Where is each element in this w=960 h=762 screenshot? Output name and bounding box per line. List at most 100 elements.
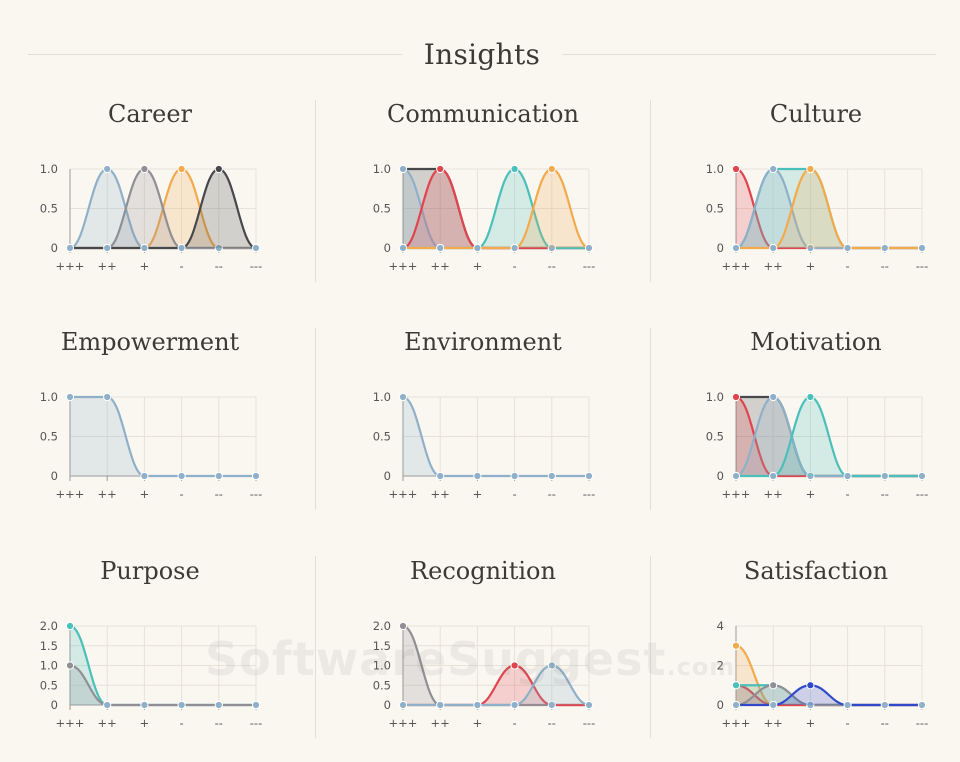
y-tick-label: 1.0 bbox=[373, 390, 391, 404]
chart-title: Communication bbox=[387, 100, 579, 128]
x-tick-label: ++ bbox=[98, 487, 117, 501]
data-point bbox=[473, 700, 482, 710]
x-tick-label: -- bbox=[881, 487, 889, 501]
x-tick-label: -- bbox=[548, 259, 556, 273]
data-point bbox=[398, 392, 408, 402]
column-divider bbox=[315, 100, 316, 282]
y-tick-label: 0 bbox=[717, 698, 724, 712]
x-tick-label: +++ bbox=[722, 259, 751, 273]
data-point bbox=[103, 164, 112, 174]
data-point bbox=[177, 700, 186, 710]
data-point bbox=[436, 164, 445, 174]
x-tick-label: +++ bbox=[389, 716, 418, 730]
y-tick-label: 0.5 bbox=[40, 430, 58, 444]
data-point bbox=[584, 700, 594, 710]
data-point bbox=[806, 700, 815, 710]
y-tick-label: 1.0 bbox=[706, 390, 724, 404]
x-tick-label: --- bbox=[583, 487, 595, 501]
series-area bbox=[403, 626, 589, 705]
data-point bbox=[398, 164, 408, 174]
data-point bbox=[731, 164, 741, 174]
data-point bbox=[510, 164, 519, 174]
recognition-chart: 00.51.01.52.0+++ ++ + - -- --- bbox=[373, 619, 596, 730]
x-tick-label: - bbox=[180, 716, 184, 730]
x-tick-label: --- bbox=[583, 716, 595, 730]
data-point bbox=[880, 243, 889, 253]
series-area bbox=[70, 626, 256, 705]
x-tick-label: +++ bbox=[56, 716, 85, 730]
series-area bbox=[736, 685, 922, 705]
purpose-chart: 00.51.01.52.0+++ ++ + - -- --- bbox=[40, 619, 263, 730]
x-tick-label: + bbox=[140, 259, 150, 273]
data-point bbox=[917, 471, 927, 481]
chart-panel-environment: Environment 0 0.5 1.0 +++ ++ + - -- --- bbox=[333, 328, 633, 528]
data-point bbox=[806, 243, 815, 253]
data-point bbox=[140, 243, 149, 253]
data-point bbox=[473, 243, 482, 253]
header-rule-right bbox=[562, 53, 936, 55]
data-point bbox=[917, 243, 927, 253]
data-point bbox=[547, 243, 556, 253]
data-point bbox=[769, 700, 778, 710]
data-point bbox=[510, 700, 519, 710]
data-point bbox=[769, 681, 778, 690]
insights-header: Insights bbox=[28, 30, 936, 78]
y-tick-label: 1.0 bbox=[706, 162, 724, 176]
x-tick-label: + bbox=[806, 487, 816, 501]
data-point bbox=[806, 681, 815, 690]
data-point bbox=[510, 471, 519, 481]
data-point bbox=[769, 164, 778, 174]
y-tick-label: 4 bbox=[717, 619, 724, 633]
x-tick-label: -- bbox=[881, 259, 889, 273]
column-divider bbox=[650, 100, 651, 282]
communication-chart: 00.51.0+++ ++ + - -- --- bbox=[373, 162, 596, 273]
chart-panel-recognition: Recognition 0 0.5 1.0 1.5 2.0 +++ ++ + - -- --- bbox=[333, 557, 633, 757]
data-point bbox=[214, 243, 223, 253]
y-tick-label: 0.5 bbox=[40, 678, 58, 692]
y-tick-label: 0 bbox=[717, 469, 724, 483]
y-tick-label: 1.0 bbox=[373, 659, 391, 673]
chart-title: Environment bbox=[404, 328, 562, 356]
x-tick-label: --- bbox=[916, 259, 928, 273]
data-point bbox=[510, 661, 519, 670]
data-point bbox=[547, 661, 556, 670]
series-area bbox=[403, 169, 589, 248]
data-point bbox=[731, 392, 741, 402]
data-point bbox=[547, 471, 556, 481]
data-point bbox=[769, 471, 778, 481]
data-point bbox=[584, 243, 594, 253]
y-tick-label: 0 bbox=[717, 241, 724, 255]
satisfaction-chart: 024+++ ++ + - -- --- bbox=[717, 619, 929, 730]
x-tick-label: --- bbox=[250, 716, 262, 730]
data-point bbox=[731, 681, 741, 690]
y-tick-label: 0.5 bbox=[373, 202, 391, 216]
data-point bbox=[510, 243, 519, 253]
series-area bbox=[736, 397, 922, 476]
y-tick-label: 0 bbox=[384, 241, 391, 255]
data-point bbox=[398, 700, 408, 710]
data-point bbox=[398, 621, 408, 631]
y-tick-label: 1.5 bbox=[373, 639, 391, 653]
data-point bbox=[769, 243, 778, 253]
chart-panel-culture: Culture 0 0.5 1.0 +++ ++ + - -- --- bbox=[666, 100, 960, 300]
x-tick-label: +++ bbox=[56, 259, 85, 273]
y-tick-label: 2.0 bbox=[373, 619, 391, 633]
data-point bbox=[177, 164, 186, 174]
x-tick-label: --- bbox=[916, 487, 928, 501]
data-point bbox=[177, 471, 186, 481]
data-point bbox=[436, 471, 445, 481]
x-tick-label: +++ bbox=[389, 259, 418, 273]
x-tick-label: ++ bbox=[431, 259, 450, 273]
x-tick-label: + bbox=[806, 716, 816, 730]
y-tick-label: 1.0 bbox=[40, 659, 58, 673]
x-tick-label: - bbox=[846, 259, 850, 273]
data-point bbox=[103, 700, 112, 710]
series-area bbox=[403, 169, 589, 248]
chart-title: Career bbox=[107, 100, 193, 128]
x-tick-label: ++ bbox=[764, 259, 783, 273]
x-tick-label: -- bbox=[548, 487, 556, 501]
chart-panel-motivation: Motivation 0 0.5 1.0 +++ ++ + - -- --- bbox=[666, 328, 960, 528]
series-area bbox=[736, 645, 922, 705]
chart-panel-empowerment: Empowerment 0 0.5 1.0 +++ ++ + - -- --- bbox=[0, 328, 300, 528]
data-point bbox=[214, 164, 223, 174]
